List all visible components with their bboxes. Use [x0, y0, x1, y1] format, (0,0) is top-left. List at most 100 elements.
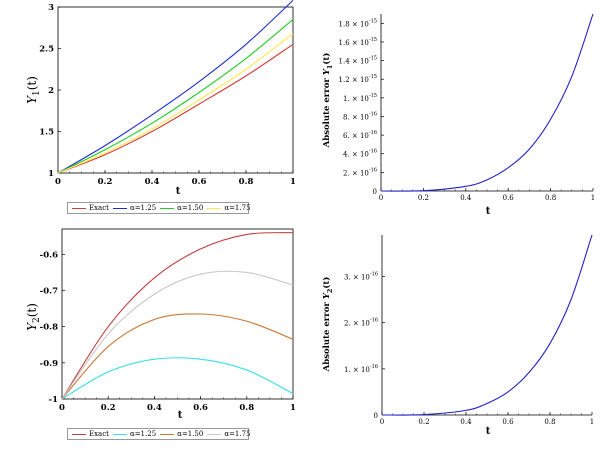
y-axis-label: Y1(t) — [25, 76, 42, 104]
x-tick-label: 0.8 — [239, 177, 254, 187]
x-tick-label: 0.2 — [418, 418, 429, 426]
y-tick-label: 1.4 × 10-15 — [339, 56, 377, 66]
legend-item: α=1.50 — [160, 204, 203, 212]
legend-label: α=1.25 — [129, 430, 157, 438]
legend-y2: Exact α=1.25 α=1.50 α=1.75 — [67, 428, 251, 440]
legend-item: α=1.75 — [207, 204, 251, 212]
plot-frame — [57, 6, 294, 174]
y-tick-label: 3. × 10-16 — [344, 272, 378, 282]
y-tick-label: -0.8 — [40, 323, 58, 333]
y-tick-label: 6. × 10-16 — [343, 130, 377, 140]
x-tick-label: 0.2 — [418, 194, 429, 202]
y-tick-label: 1. × 10-15 — [343, 93, 377, 103]
x-axis-label: t — [486, 206, 491, 217]
y-tick-label: 1.2 × 10-15 — [339, 74, 377, 84]
series-line — [61, 313, 294, 400]
x-tick-label: 0.4 — [460, 194, 472, 202]
legend-item: Exact — [72, 430, 109, 438]
x-axis-label: t — [176, 186, 181, 197]
legend-label: α=1.75 — [224, 430, 251, 438]
x-tick-label: 0 — [55, 177, 61, 187]
legend-label: α=1.50 — [177, 430, 204, 438]
y-axis-label: Absolute error Y2(t) — [321, 277, 334, 373]
x-tick-label: 0.8 — [545, 194, 556, 202]
x-tick-label: 0.4 — [145, 177, 160, 187]
legend-swatch — [112, 433, 127, 435]
chart-error-y1: 0 0.2 0.4 0.6 0.8 1 0 2. × 10-16 4. × 10-16 6. × … — [305, 0, 611, 222]
x-tick-label: 0.6 — [192, 177, 207, 187]
legend-swatch — [72, 433, 86, 435]
legend-item: α=1.75 — [207, 430, 251, 438]
x-tick-label: 0.6 — [193, 403, 208, 413]
y-axis-label: Y2(t) — [25, 303, 42, 331]
x-tick-label: 0.6 — [502, 418, 514, 426]
y-tick-label: -0.9 — [40, 359, 58, 369]
x-tick-label: 0.2 — [98, 177, 113, 187]
series-line — [57, 0, 294, 174]
x-tick-label: 0 — [379, 194, 383, 202]
y-tick-label: 3 — [48, 3, 54, 13]
legend-item: α=1.50 — [160, 430, 203, 438]
series-line — [57, 43, 294, 174]
x-axis-label: t — [486, 426, 491, 437]
chart-svg: 0 0.2 0.4 0.6 0.8 1 0 2. × 10-16 4. × 10-16 6. × … — [321, 13, 595, 217]
series-line — [381, 234, 593, 416]
legend-item: α=1.25 — [112, 204, 157, 212]
x-tick-label: 0.4 — [460, 418, 472, 426]
x-tick-label: 0.6 — [503, 194, 515, 202]
chart-svg: 0 0.2 0.4 0.6 0.8 1 0 1. × 10-16 2. × 10-16 3. × … — [321, 234, 594, 437]
x-tick-label: 0 — [59, 403, 65, 413]
legend-swatch — [207, 207, 222, 209]
series-line — [61, 232, 294, 400]
x-tick-label: 1 — [290, 177, 296, 187]
y-tick-label: -1 — [49, 395, 59, 405]
y-tick-label: 4. × 10-16 — [343, 149, 377, 159]
series-line — [57, 19, 294, 174]
y-tick-label: -0.6 — [40, 250, 58, 260]
x-tick-label: 0 — [380, 418, 384, 426]
x-axis-label: t — [178, 410, 183, 421]
x-tick-label: 1 — [290, 403, 296, 413]
legend-item: Exact — [72, 204, 109, 212]
legend-label: α=1.50 — [177, 204, 204, 212]
y-tick-label: 0 — [373, 188, 377, 196]
x-tick-label: 1 — [591, 194, 595, 202]
y-tick-label: 1. × 10-16 — [344, 364, 378, 374]
y-tick-label: 1 — [48, 169, 54, 179]
series-line — [61, 270, 294, 400]
chart-y1: 0 0.2 0.4 0.6 0.8 1 1 1.5 2 2.5 3 t Y1(t) — [0, 0, 305, 222]
y-tick-label: 1.8 × 10-15 — [339, 18, 377, 28]
y-tick-label: -0.7 — [40, 286, 58, 296]
y-tick-label: 0 — [374, 412, 378, 420]
legend-swatch — [112, 207, 127, 209]
legend-swatch — [207, 433, 222, 435]
plot-frame — [61, 228, 294, 400]
x-tick-label: 0.8 — [239, 403, 254, 413]
chart-svg: 0 0.2 0.4 0.6 0.8 1 -1 -0.9 -0.8 -0.7 -0.6 t Y2(t) — [25, 228, 296, 421]
legend-label: Exact — [89, 430, 109, 438]
x-tick-label: 0.2 — [101, 403, 116, 413]
legend-label: α=1.25 — [129, 204, 157, 212]
chart-error-y2: 0 0.2 0.4 0.6 0.8 1 0 1. × 10-16 2. × 10-16 3. × … — [305, 222, 611, 450]
legend-swatch — [160, 207, 175, 209]
y-tick-label: 2. × 10-16 — [343, 167, 377, 177]
chart-svg: 0 0.2 0.4 0.6 0.8 1 1 1.5 2 2.5 3 t Y1(t) — [25, 0, 296, 197]
y-tick-label: 2 — [48, 86, 54, 96]
y-tick-label: 1.5 — [39, 128, 54, 138]
legend-y1: Exact α=1.25 α=1.50 α=1.75 — [67, 202, 251, 214]
series-line — [380, 13, 594, 192]
y-tick-label: 1.6 × 10-15 — [339, 37, 377, 47]
x-tick-label: 0.8 — [544, 418, 555, 426]
chart-y2: 0 0.2 0.4 0.6 0.8 1 -1 -0.9 -0.8 -0.7 -0.6 t Y2(t) — [0, 222, 305, 450]
y-tick-label: 8. × 10-16 — [343, 111, 377, 121]
x-tick-label: 0.4 — [147, 403, 162, 413]
y-tick-label: 2.5 — [39, 45, 54, 55]
y-tick-label: 2. × 10-16 — [344, 318, 378, 328]
legend-swatch — [160, 433, 175, 435]
series-line — [57, 33, 294, 174]
legend-label: α=1.75 — [224, 204, 251, 212]
legend-swatch — [72, 207, 86, 209]
series-line — [61, 357, 294, 400]
x-tick-label: 1 — [590, 418, 594, 426]
legend-label: Exact — [89, 204, 109, 212]
